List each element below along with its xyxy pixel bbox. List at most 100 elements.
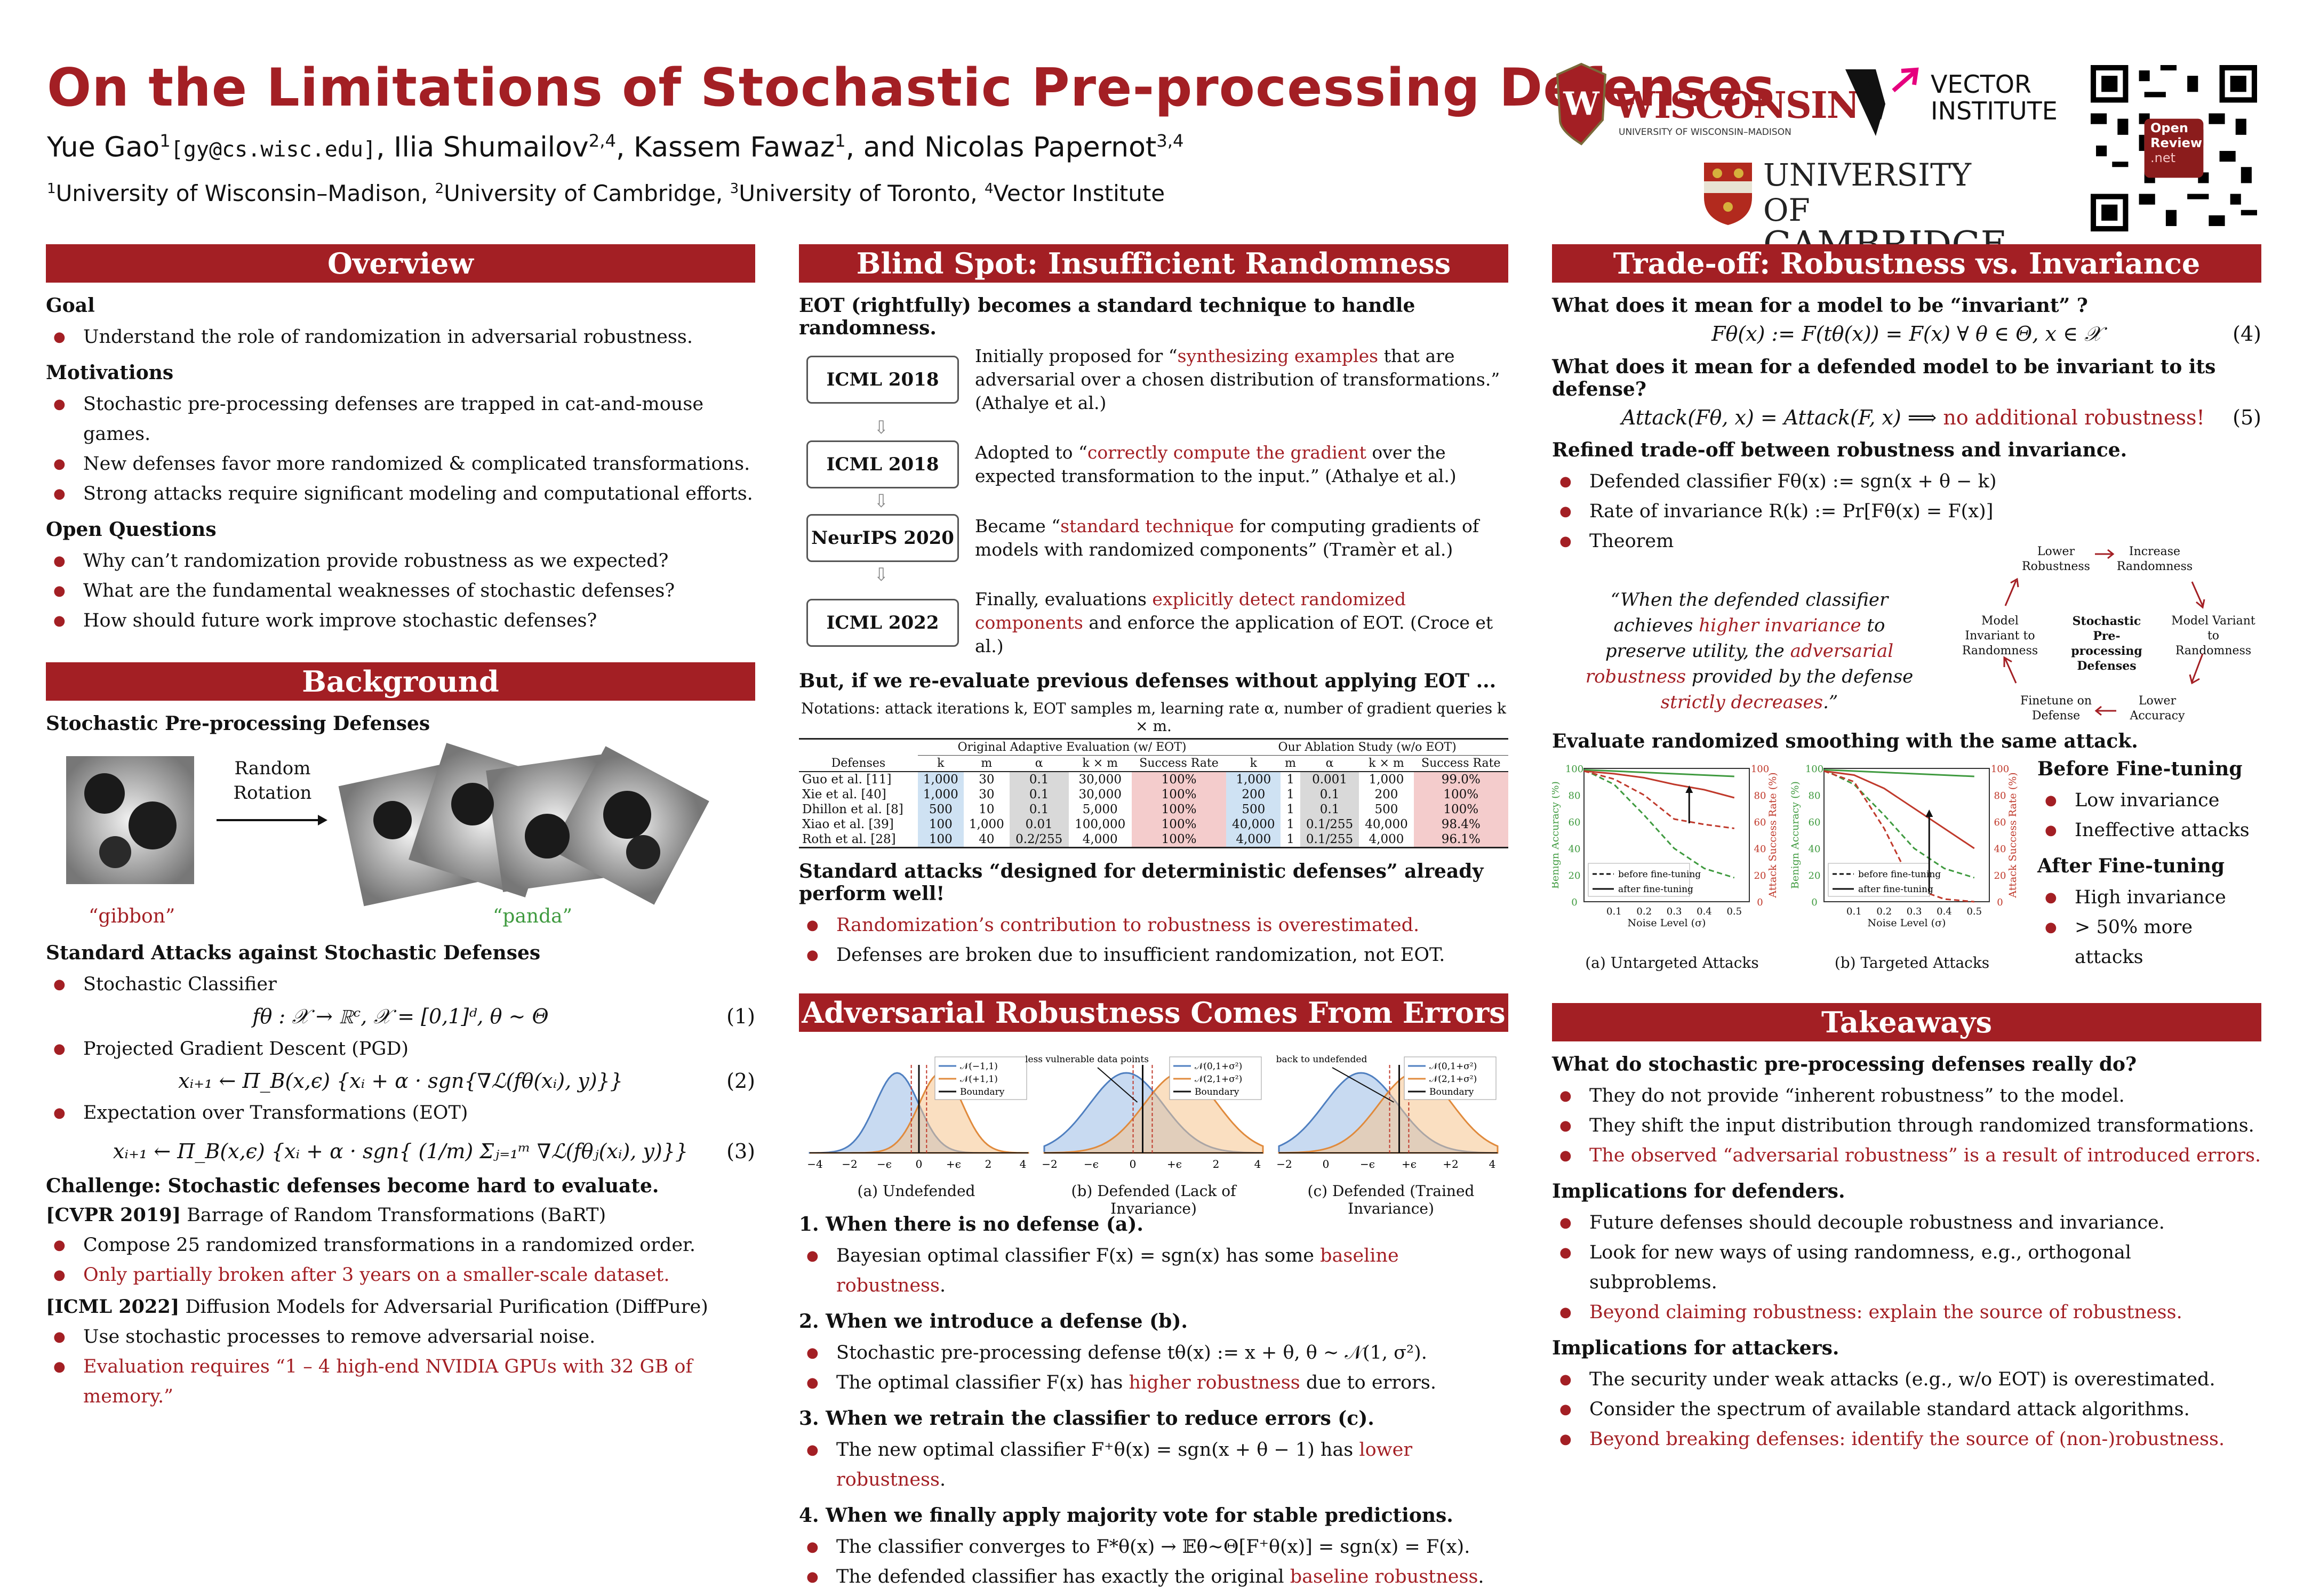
vector-v-icon <box>1845 67 1919 136</box>
wisconsin-crest-icon: W <box>1556 62 1607 146</box>
timeline-item: NeurIPS 2020 Became “standard technique f… <box>799 514 1508 562</box>
txt-pre: Adopted to “ <box>975 442 1087 463</box>
table-column-header: α <box>1325 757 1334 770</box>
tick-label: −2 <box>842 1158 857 1170</box>
step-post: . <box>939 1469 946 1490</box>
x-tick-label: 0.3 <box>1667 906 1682 917</box>
before-list: Low invarianceIneffective attacks <box>2037 785 2261 845</box>
step-list: The classifier converges to F*θ(x) → 𝔼θ∼… <box>799 1532 1508 1592</box>
table-column-header: Defenses <box>831 756 886 770</box>
eq-body: xᵢ₊₁ ← Π_B(x,ϵ) {xᵢ + α · sgn{ (1/m) Σⱼ₌… <box>113 1140 689 1163</box>
series-line <box>1823 769 1974 777</box>
step-post: due to errors. <box>1300 1372 1436 1393</box>
table-cell: 1,000 <box>1369 773 1404 787</box>
table-cell: 100% <box>1131 787 1227 802</box>
author-email[interactable]: [gy@cs.wisc.edu] <box>170 137 377 162</box>
equation-1: fθ : 𝒳 → ℝᶜ, 𝒳 = [0,1]ᵈ, θ ∼ Θ (1) <box>46 1005 755 1029</box>
and-word: and <box>863 131 916 164</box>
distribution-plots: −4 −2 −ϵ 0 +ϵ 2 4 𝒩(−1,1) 𝒩(+1,1) Boundary −2 −ϵ 0 +ϵ… <box>807 1054 1499 1170</box>
after-list: High invariance> 50% more attacks <box>2037 883 2261 972</box>
series-line <box>1583 769 1734 777</box>
x-tick-label: 0.3 <box>1907 906 1922 917</box>
y2-tick-label: 100 <box>1751 764 1769 775</box>
tick-label: 4 <box>1254 1158 1261 1170</box>
x-axis-label: Noise Level (σ) <box>1868 917 1946 929</box>
table-column-header: m <box>1285 757 1296 770</box>
figure-caption: (a) Untargeted Attacks <box>1585 954 1759 972</box>
table-cell: 1 <box>1286 773 1294 787</box>
rotation-label: Random Rotation <box>233 758 312 804</box>
table-cell: Roth et al. [28] <box>802 832 896 846</box>
txt-pre: Became “ <box>975 516 1061 536</box>
list-item: Strong attacks require significant model… <box>53 479 755 509</box>
equation-5: Attack(Fθ, x) = Attack(F, x) ⟹ no additi… <box>1552 406 2261 429</box>
tick-label: −2 <box>1042 1158 1057 1170</box>
vector-logo[interactable]: VECTOR INSTITUTE <box>1843 61 2067 147</box>
or-line3: .net <box>2150 150 2176 165</box>
step-heading: 4. When we finally apply majority vote f… <box>799 1504 1453 1527</box>
figure-caption: (c) Defended (Trained Invariance) <box>1307 1182 1475 1217</box>
list-item: The classifier converges to F*θ(x) → 𝔼θ∼… <box>806 1532 1508 1562</box>
list-item: Bayesian optimal classifier F(x) = sgn(x… <box>806 1241 1508 1301</box>
column-right: Trade-off: Robustness vs. Invariance Wha… <box>1552 244 2261 1458</box>
list-item: Understand the role of randomization in … <box>53 322 755 352</box>
y2-tick-label: 60 <box>1754 817 1766 828</box>
list-item: Future defenses should decouple robustne… <box>1559 1208 2261 1238</box>
tick-label: +ϵ <box>946 1158 961 1170</box>
vector-line2: INSTITUTE <box>1931 97 2058 125</box>
tick-label: −ϵ <box>1360 1158 1375 1170</box>
attackers-list: The security under weak attacks (e.g., w… <box>1552 1365 2261 1454</box>
results-table: Original Adaptive Evaluation (w/ EOT) Ou… <box>799 738 1508 848</box>
step-red: baseline robustness <box>1290 1566 1478 1587</box>
annotation-label: back to undefended <box>1276 1054 1367 1065</box>
timeline-item: ICML 2022 Finally, evaluations explicitly… <box>799 588 1508 658</box>
step-pre: The new optimal classifier F⁺θ(x) = sgn(… <box>836 1439 1359 1461</box>
table-cell: 4,000 <box>1369 832 1404 846</box>
cvpr-tag: [CVPR 2019] <box>46 1204 181 1226</box>
table-column-header: Success Rate <box>1421 757 1501 770</box>
y-tick-label: 100 <box>1565 764 1583 775</box>
author-sup: 3,4 <box>1156 131 1184 151</box>
table-cell: Dhillon et al. [8] <box>802 803 903 816</box>
step-pre: Bayesian optimal classifier F(x) = sgn(x… <box>836 1245 1321 1266</box>
list-item: New defenses favor more randomized & com… <box>53 449 755 479</box>
list-item: Defended classifier Fθ(x) := sgn(x + θ −… <box>1559 467 2261 496</box>
table-column-header: k <box>1250 757 1257 770</box>
wisconsin-logo[interactable]: W WISCONSIN UNIVERSITY OF WISCONSIN–MADI… <box>1555 59 1860 149</box>
cycle-arrow-icon <box>2003 549 2205 716</box>
list-item: The optimal classifier F(x) has higher r… <box>806 1368 1508 1398</box>
txt-red: explicitly detect randomized components <box>975 589 1406 633</box>
step-red: lower robustness <box>836 1439 1413 1490</box>
table-cell: 0.1 <box>1009 772 1069 787</box>
timeline-text: Adopted to “correctly compute the gradie… <box>975 441 1508 488</box>
figure-caption: (b) Targeted Attacks <box>1834 954 1990 972</box>
table-cell: 100,000 <box>1075 817 1126 831</box>
section-header-blindspot: Blind Spot: Insufficient Randomness <box>799 244 1508 283</box>
table-blank <box>799 739 918 756</box>
y-axis-label: Benign Accuracy (%) <box>1789 781 1801 889</box>
step-pre: The defended classifier has exactly the … <box>836 1566 1290 1587</box>
table-cell: 0.01 <box>1009 817 1069 832</box>
table-cell: 100% <box>1131 802 1227 817</box>
author-name: Yue Gao <box>47 131 160 164</box>
arrow-head-icon <box>318 815 327 825</box>
table-cell: Xie et al. [40] <box>802 788 886 801</box>
cycle-node: Model Invariant to Randomness <box>1962 614 2038 657</box>
table-cell: 1,000 <box>917 772 964 787</box>
table-row: Xie et al. [40] 1,000 30 0.1 30,000 100% 200 1 0… <box>799 787 1508 802</box>
table-cell: 30,000 <box>1078 773 1122 787</box>
openreview-qr-code[interactable]: Open Review .net <box>2091 65 2257 231</box>
cambridge-logo[interactable]: UNIVERSITY OFCAMBRIDGE <box>1701 157 2021 263</box>
table-cell: 1 <box>1286 803 1294 816</box>
legend-label: before fine-tuning <box>1618 869 1701 880</box>
y-tick-label: 0 <box>1571 897 1577 908</box>
list-item: Rate of invariance R(k) := Pr[Fθ(x) = F(… <box>1559 496 2261 526</box>
list-item: Defenses are broken due to insufficient … <box>806 940 1508 970</box>
table-cell: 4,000 <box>1226 832 1281 848</box>
wisconsin-subtitle: UNIVERSITY OF WISCONSIN–MADISON <box>1619 127 1791 138</box>
timeline-text: Initially proposed for “synthesizing exa… <box>975 344 1508 415</box>
spd-heading: Stochastic Pre-processing Defenses <box>46 712 430 735</box>
list-item: > 50% more attacks <box>2045 912 2261 972</box>
table-cell: 1,000 <box>917 787 964 802</box>
step-list: Stochastic pre-processing defense tθ(x) … <box>799 1338 1508 1398</box>
